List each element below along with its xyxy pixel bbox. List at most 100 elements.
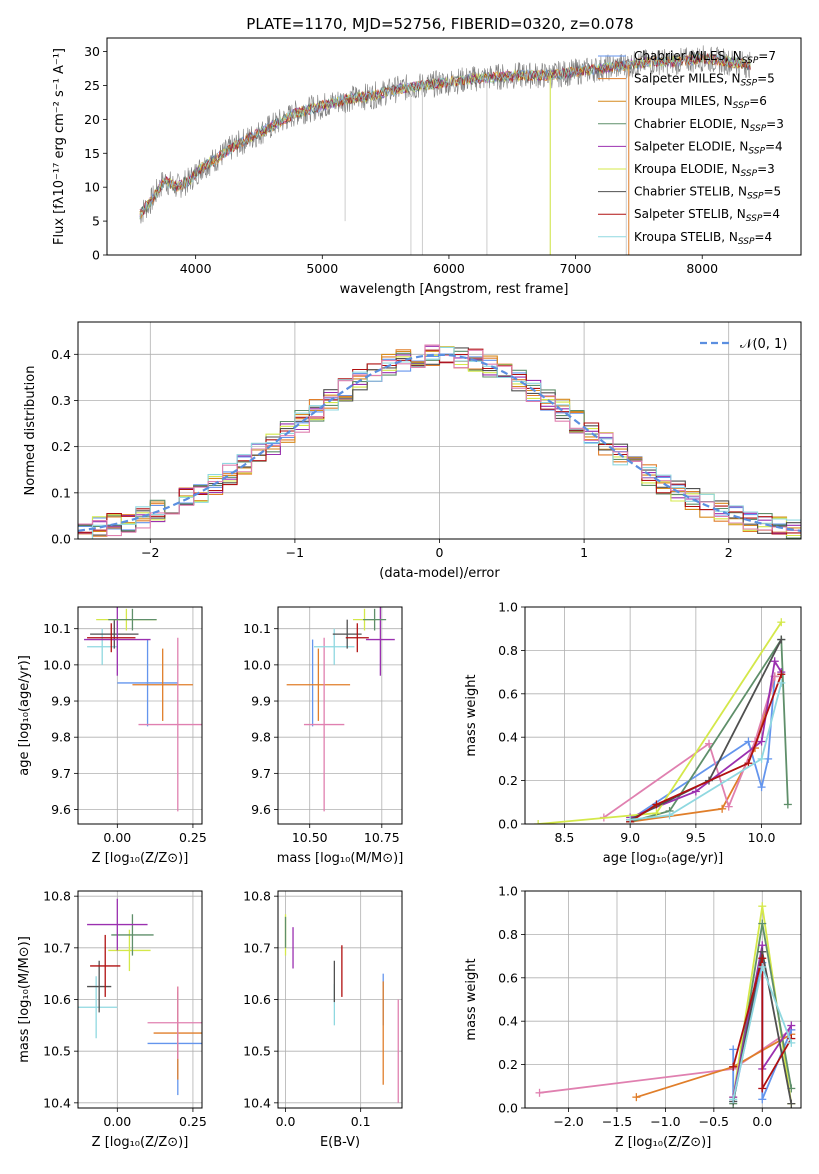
plot-area xyxy=(78,898,202,1096)
plot-area xyxy=(78,344,801,539)
weight-line xyxy=(732,958,793,1092)
y-tick-label: 10 xyxy=(84,180,100,195)
legend-label: Chabrier ELODIE, NSSP=3 xyxy=(634,117,784,134)
y-tick-label: 10.0 xyxy=(43,657,71,672)
x-tick-label: 7000 xyxy=(560,261,592,276)
y-tick-label: 10.6 xyxy=(43,992,71,1007)
x-tick-label: −1.5 xyxy=(602,1114,632,1129)
x-tick-label: −1.0 xyxy=(650,1114,680,1129)
y-tick-label: 0.1 xyxy=(51,485,71,500)
model-spectrum-line xyxy=(139,53,751,213)
axes-frame xyxy=(77,606,203,825)
x-tick-label: 8.5 xyxy=(554,830,574,845)
y-axis-label: mass [log₁₀(M/M⊙)] xyxy=(17,936,32,1063)
x-tick-label: 4000 xyxy=(180,261,212,276)
y-tick-label: 0.2 xyxy=(498,773,518,788)
y-axis-label: age [log₁₀(age/yr)] xyxy=(17,655,32,776)
x-tick-label: 0.0 xyxy=(752,1114,772,1129)
x-axis-label: wavelength [Angstrom, rest frame] xyxy=(340,282,569,297)
y-tick-label: 9.8 xyxy=(251,730,271,745)
x-tick-label: −2 xyxy=(141,545,159,560)
y-tick-label: 10.7 xyxy=(43,940,71,955)
weight-line xyxy=(630,682,783,821)
y-tick-label: 0.2 xyxy=(498,1057,518,1072)
y-axis-label: Normed distribution xyxy=(23,366,38,496)
spectrum-legend: Chabrier MILES, NSSP=7 Salpeter MILES, NS… xyxy=(598,49,784,247)
x-tick-label: 8000 xyxy=(686,261,718,276)
y-tick-label: 25 xyxy=(84,78,100,93)
y-tick-label: 0.0 xyxy=(51,532,71,547)
age-vs-mass-panel: 10.50 10.75 9.6 9.7 9.8 9.9 10.0 10.1 mass [log₁… xyxy=(243,606,404,866)
y-tick-label: 10.5 xyxy=(43,1044,71,1059)
x-axis-label: Z [log₁₀(Z/Z⊙)] xyxy=(615,1135,712,1150)
y-tick-label: 10.6 xyxy=(243,992,271,1007)
legend-label: Chabrier MILES, NSSP=7 xyxy=(634,49,776,66)
x-axis-label: (data-model)/error xyxy=(379,566,500,581)
y-tick-label: 10.0 xyxy=(243,657,271,672)
x-axis-label: Z [log₁₀(Z/Z⊙)] xyxy=(92,1135,189,1150)
weight-line xyxy=(629,673,783,823)
y-tick-label: 0 xyxy=(92,248,100,263)
legend-label: Salpeter ELODIE, NSSP=4 xyxy=(634,139,783,156)
gaussian-curve xyxy=(78,353,801,532)
y-tick-label: 10.1 xyxy=(43,621,71,636)
x-tick-label: 10.75 xyxy=(364,830,400,845)
plot-area xyxy=(286,607,395,812)
y-tick-label: 5 xyxy=(92,214,100,229)
y-tick-label: 20 xyxy=(84,112,100,127)
y-tick-label: 9.6 xyxy=(251,802,271,817)
x-tick-label: 0.00 xyxy=(103,1114,131,1129)
y-tick-label: 9.8 xyxy=(51,730,71,745)
legend-label: Kroupa MILES, NSSP=6 xyxy=(634,94,767,111)
y-tick-label: 10.4 xyxy=(243,1095,271,1110)
x-axis-label: mass [log₁₀(M/M⊙)] xyxy=(277,851,404,866)
y-tick-label: 1.0 xyxy=(498,600,518,615)
mass-vs-Z-panel: 0.00 0.25 10.4 10.5 10.6 10.7 10.8 Z [log₁₀(Z/Z… xyxy=(17,889,207,1150)
axes-frame xyxy=(277,606,403,825)
mass-vs-EBV-panel: 0.0 0.1 10.4 10.5 10.6 10.7 10.8 E(B-V) xyxy=(243,889,403,1150)
y-axis-label: mass weight xyxy=(464,958,479,1040)
plot-area xyxy=(84,607,202,812)
y-tick-label: 10.8 xyxy=(43,889,71,904)
y-axis-label: Flux [fλ10⁻¹⁷ erg cm⁻² s⁻¹ A⁻¹] xyxy=(52,48,67,245)
y-tick-label: 10.4 xyxy=(43,1095,71,1110)
y-tick-label: 0.8 xyxy=(498,927,518,942)
model-spectrum-line xyxy=(139,52,751,215)
age-vs-Z-panel: 0.00 0.25 9.6 9.7 9.8 9.9 10.0 10.1 Z [log₁₀(Z/Z… xyxy=(17,606,207,866)
x-tick-label: 0.1 xyxy=(351,1114,371,1129)
y-tick-label: 0.4 xyxy=(498,1014,518,1029)
axes-frame xyxy=(524,890,802,1109)
axes-frame xyxy=(524,606,802,825)
y-tick-label: 0.0 xyxy=(498,1101,518,1116)
plot-area xyxy=(284,914,399,1103)
y-tick-label: 9.9 xyxy=(51,694,71,709)
weight-vs-Z-panel: −2.0 −1.5 −1.0 −0.5 0.0 0.0 0.2 0.4 0.6 0.8 1.0 Z [… xyxy=(464,884,802,1150)
weight-line xyxy=(629,636,789,823)
y-tick-label: 9.6 xyxy=(51,802,71,817)
x-tick-label: 2 xyxy=(725,545,733,560)
plot-area xyxy=(534,618,792,824)
y-tick-label: 15 xyxy=(84,146,100,161)
y-tick-label: 0.0 xyxy=(498,817,518,832)
legend-label: Kroupa ELODIE, NSSP=3 xyxy=(634,162,775,179)
legend-label: Salpeter MILES, NSSP=5 xyxy=(634,72,775,89)
y-tick-label: 10.8 xyxy=(243,889,271,904)
residuals-panel: −2 −1 0 1 2 0.0 0.1 0.2 0.3 0.4 (data-model)/error… xyxy=(23,321,802,581)
y-tick-label: 10.7 xyxy=(243,940,271,955)
axes-frame xyxy=(277,890,403,1109)
y-tick-label: 10.1 xyxy=(243,621,271,636)
x-tick-label: 0.25 xyxy=(179,1114,207,1129)
y-tick-label: 0.2 xyxy=(51,439,71,454)
axes-frame xyxy=(77,890,203,1109)
legend-label: Kroupa STELIB, NSSP=4 xyxy=(634,230,772,247)
x-tick-label: −0.5 xyxy=(699,1114,729,1129)
y-tick-label: 30 xyxy=(84,44,100,59)
x-tick-label: 10.50 xyxy=(292,830,328,845)
y-tick-label: 0.6 xyxy=(498,970,518,985)
axes-frame xyxy=(77,321,802,540)
y-tick-label: 0.4 xyxy=(51,347,71,362)
legend-label: 𝒩(0, 1) xyxy=(740,337,787,352)
x-axis-label: E(B-V) xyxy=(320,1135,360,1150)
x-tick-label: 0.0 xyxy=(276,1114,296,1129)
